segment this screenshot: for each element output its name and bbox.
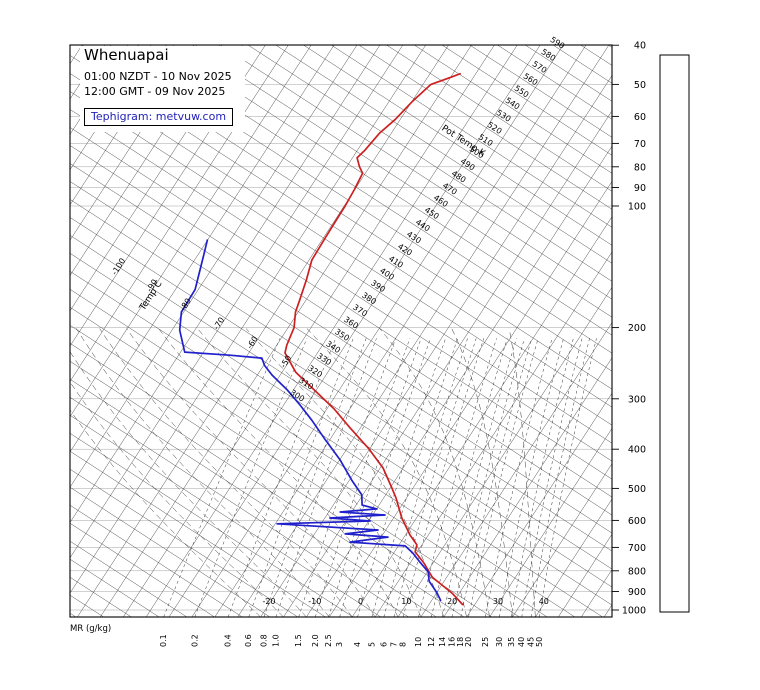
temp-bottom-tick-label: 30	[493, 597, 503, 606]
pressure-tick-label: 800	[628, 566, 646, 577]
mr-tick-label: 0.2	[190, 634, 199, 647]
mr-tick-label: 0.1	[159, 634, 168, 647]
sounding-traces	[178, 72, 464, 606]
mr-tick-label: 1.0	[272, 634, 281, 647]
temp-bottom-tick-label: -20	[262, 597, 275, 606]
plot-border	[69, 44, 613, 618]
pressure-axis: 40 50 60 70 80 90 100 200 300 400 500 600 700 800 900 1…	[612, 41, 646, 617]
mr-tick-label: 3	[335, 642, 344, 647]
time-utc: 12:00 GMT - 09 Nov 2025	[84, 85, 226, 98]
mr-tick-label: 18	[456, 637, 465, 647]
mr-tick-label: 20	[464, 637, 473, 647]
station-name: Whenuapai	[84, 46, 169, 64]
mr-tick-label: 16	[448, 637, 457, 647]
pressure-tick-label: 40	[634, 41, 646, 52]
mr-tick-label: 2.5	[324, 634, 333, 647]
pressure-tick-label: 300	[628, 394, 646, 405]
pressure-tick-label: 90	[634, 183, 646, 194]
pressure-tick-label: 400	[628, 445, 646, 456]
pressure-tick-label: 70	[634, 139, 646, 150]
mr-tick-label: 7	[390, 642, 399, 647]
wind-barb-panel	[659, 54, 690, 613]
pressure-tick-label: 700	[628, 543, 646, 554]
mr-tick-label: 6	[379, 642, 388, 647]
mr-tick-label: 50	[535, 637, 544, 647]
time-local: 01:00 NZDT - 10 Nov 2025	[84, 70, 232, 83]
mr-tick-label: 4	[353, 642, 362, 647]
mr-tick-label: 8	[399, 642, 408, 647]
mixing-ratio-lines	[163, 338, 597, 617]
temp-bottom-tick-label: 0	[358, 597, 363, 606]
temp-bottom-tick-label: 10	[401, 597, 411, 606]
pressure-tick-label: 100	[628, 202, 646, 213]
mr-tick-label: 0.8	[259, 634, 268, 647]
title-block: Whenuapai 01:00 NZDT - 10 Nov 2025 12:00…	[80, 46, 246, 132]
isotherm-lines	[70, 45, 612, 617]
mr-tick-label: 14	[438, 637, 447, 647]
temp-bottom-tick-label: 40	[539, 597, 549, 606]
credit-link[interactable]: Tephigram: metvuw.com	[84, 108, 234, 126]
mr-tick-label: 40	[517, 637, 526, 647]
mr-axis-label: MR (g/kg)	[70, 624, 111, 634]
dewpoint-trace	[178, 239, 442, 602]
pressure-tick-label: 500	[628, 484, 646, 495]
mr-tick-label: 0.4	[224, 634, 233, 647]
dry-adiabat-lines	[70, 45, 612, 617]
mr-tick-label: 10	[414, 637, 423, 647]
pressure-tick-label: 900	[628, 587, 646, 598]
mr-tick-label: 1.5	[294, 634, 303, 647]
saturated-adiabat-lines	[70, 328, 536, 617]
mr-tick-label: 25	[481, 637, 490, 647]
pressure-tick-label: 60	[634, 112, 646, 123]
temp-bottom-tick-label: 20	[447, 597, 457, 606]
pressure-tick-label: 80	[634, 162, 646, 173]
pressure-tick-label: 200	[628, 323, 646, 334]
mr-tick-label: 30	[495, 637, 504, 647]
mr-tick-label: 12	[427, 637, 436, 647]
pressure-tick-label: 600	[628, 516, 646, 527]
pressure-tick-label: 50	[634, 80, 646, 91]
mr-tick-label: 45	[527, 637, 536, 647]
temperature-trace	[284, 72, 464, 606]
mr-tick-label: 2.0	[311, 634, 320, 647]
mr-tick-label: 0.6	[244, 634, 253, 647]
pressure-tick-label: 1000	[622, 606, 646, 617]
mr-tick-label: 5	[367, 642, 376, 647]
mr-tick-label: 35	[507, 637, 516, 647]
temp-bottom-tick-label: -10	[308, 597, 321, 606]
